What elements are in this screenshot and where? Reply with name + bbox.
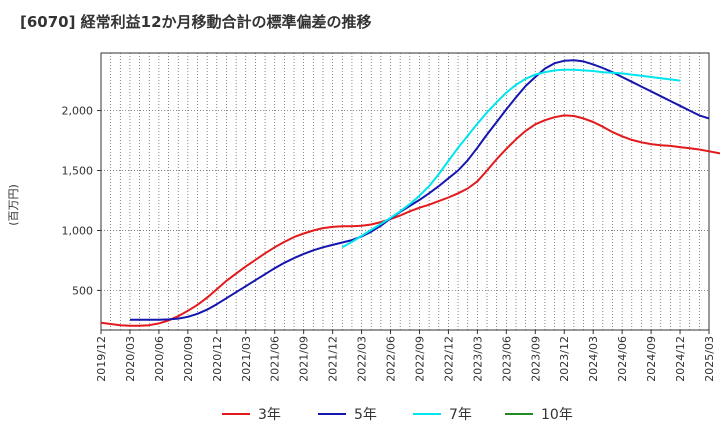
x-tick-label: 2022/12 bbox=[442, 336, 455, 382]
x-tick-label: 2020/03 bbox=[124, 336, 137, 382]
plot-frame bbox=[100, 52, 710, 331]
x-tick-label: 2020/06 bbox=[153, 336, 166, 382]
series-line-3 bbox=[341, 68, 681, 249]
legend-label: 10年 bbox=[541, 407, 573, 423]
x-tick-label: 2021/09 bbox=[298, 336, 311, 382]
x-tick-label: 2023/03 bbox=[471, 336, 484, 382]
x-tick-label: 2020/12 bbox=[211, 336, 224, 382]
x-tick-label: 2022/03 bbox=[356, 336, 369, 382]
y-axis-label: (百万円) bbox=[7, 184, 20, 226]
legend: 3年 5年 7年 10年 bbox=[222, 407, 573, 423]
x-tick-label: 2021/03 bbox=[240, 336, 253, 382]
x-tick-label: 2019/12 bbox=[95, 336, 108, 382]
x-tick-label: 2025/03 bbox=[703, 336, 716, 382]
series-line-2 bbox=[130, 59, 710, 321]
x-tick-label: 2023/09 bbox=[529, 336, 542, 382]
x-tick-label: 2023/12 bbox=[558, 336, 571, 382]
x-tick-label: 2021/06 bbox=[269, 336, 282, 382]
x-tick-label: 2022/09 bbox=[413, 336, 426, 382]
legend-label: 7年 bbox=[449, 407, 472, 423]
legend-label: 3年 bbox=[258, 407, 281, 423]
x-tick-label: 2022/06 bbox=[385, 336, 398, 382]
x-tick-label: 2021/12 bbox=[327, 336, 340, 382]
x-tick-label: 2024/12 bbox=[674, 336, 687, 382]
series-line-1 bbox=[100, 114, 720, 327]
legend-label: 5年 bbox=[354, 407, 377, 423]
y-tick-label: 500 bbox=[72, 284, 93, 297]
y-tick-label: 1,500 bbox=[62, 165, 94, 178]
x-tick-label: 2023/06 bbox=[500, 336, 513, 382]
chart-title: [6070] 経常利益12か月移動合計の標準偏差の推移 bbox=[20, 13, 372, 31]
x-tick-label: 2020/09 bbox=[182, 336, 195, 382]
y-tick-label: 2,000 bbox=[62, 105, 94, 118]
y-tick-label: 1,000 bbox=[62, 224, 94, 237]
plot-area: 500 1,000 1,500 2,000 2019/12 2020/03 2020/06 2… bbox=[62, 52, 720, 382]
x-tick-label: 2024/09 bbox=[645, 336, 658, 382]
x-tick-label: 2024/06 bbox=[616, 336, 629, 382]
x-tick-label: 2024/03 bbox=[587, 336, 600, 382]
